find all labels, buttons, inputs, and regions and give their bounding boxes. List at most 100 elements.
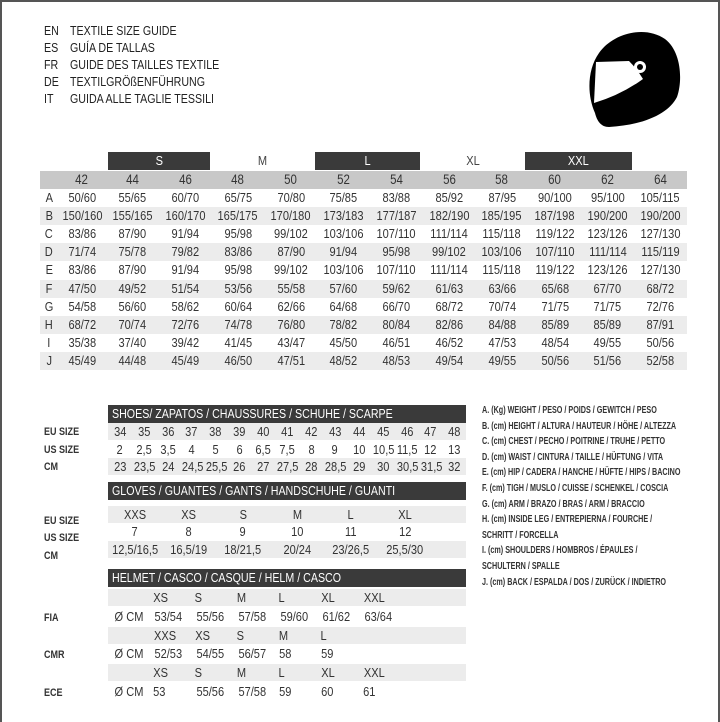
measurement-cell-text: 53/56	[224, 280, 252, 296]
measurement-cell-text: 123/126	[587, 226, 628, 242]
shoe-size-cell-text: 44	[352, 424, 366, 439]
helmet-circumference-text: 59	[279, 683, 292, 699]
row-bg	[108, 664, 466, 681]
shoe-size-cell-text: 43	[328, 424, 342, 439]
glove-row-label-text: EU SIZE	[44, 515, 80, 527]
measurement-cell-text: 87/90	[118, 226, 147, 242]
shoes-title: SHOES/ ZAPATOS / CHAUSSURES / SCHUHE / S…	[108, 405, 466, 423]
legend-item: C. (cm) CHEST / PECHO / POITRINE / TRUHE…	[482, 434, 720, 450]
eu-size-header: 60	[528, 171, 581, 189]
measurement-cell-text: 165/175	[218, 208, 258, 224]
measurement-cell: 119/122	[528, 225, 581, 243]
legend-item-text: G. (cm) ARM / BRAZO / BRAS / ARM / BRACC…	[482, 498, 645, 510]
shoe-size-cell-text: 41	[281, 424, 294, 439]
helmet-circumference: 63/64	[362, 608, 404, 626]
measurement-cell: 84/88	[476, 316, 529, 334]
row-bg	[108, 506, 466, 523]
measurement-cell-text: 83/86	[68, 262, 96, 278]
shoe-row-label-text: EU SIZE	[44, 426, 80, 438]
title-text-text: TEXTILGRÖßENFÜHRUNG	[70, 74, 206, 89]
shoe-size-cell-text: 12	[424, 441, 437, 457]
measurement-cell-text: 49/55	[488, 352, 516, 368]
measurement-cell: 50/60	[58, 189, 106, 207]
helmet-size-label: M	[236, 589, 278, 607]
shoe-size-cell-text: 11,5	[396, 441, 418, 457]
helmet-size-label: XL	[320, 589, 362, 607]
measurement-cell-text: 83/88	[382, 190, 411, 205]
helmet-unit-text: Ø CM	[114, 608, 144, 624]
shoe-size-cell-text: 10,5	[372, 441, 395, 457]
measurement-cell: 49/52	[106, 280, 159, 298]
helmet-size-label-text: M	[236, 665, 247, 680]
measurement-cell: 107/110	[370, 261, 423, 279]
glove-size-cell: 8	[162, 523, 216, 541]
measurement-cell: 87/95	[476, 189, 529, 207]
measurement-cell-text: 68/72	[646, 280, 675, 296]
helmet-circumference-text: 54/55	[196, 646, 225, 661]
measurement-cell-text: 47/50	[68, 280, 96, 296]
measurement-cell: 177/187	[370, 207, 423, 225]
glove-size-cell-text: 18/21,5	[224, 542, 262, 557]
shoe-size-cell-text: 45	[376, 424, 390, 439]
shoe-size-cell: 41	[275, 423, 299, 441]
measurement-cell-text: 85/89	[540, 316, 569, 332]
measurement-cell: 190/200	[581, 207, 634, 225]
measurement-cell-text: 54/58	[68, 298, 96, 314]
measurement-cell-text: 91/94	[171, 262, 200, 278]
helmet-size-label: L	[278, 664, 320, 682]
helmet-standard-label-text: CMR	[44, 649, 65, 661]
helmet-circumference: 53/54	[152, 608, 194, 626]
measurement-cell-text: 39/42	[171, 334, 200, 350]
eu-size-header-text: 44	[126, 172, 139, 187]
measurement-cell-text: 66/70	[382, 298, 411, 314]
helmet-size-label: XS	[194, 627, 236, 645]
shoe-size-cell-text: 39	[233, 424, 246, 439]
shoe-size-cell: 37	[180, 423, 204, 441]
measurement-cell-text: 51/56	[593, 352, 622, 368]
measurement-cell: 39/42	[159, 334, 212, 352]
measurement-cell-text: 99/102	[273, 226, 308, 242]
shoe-size-cell-text: 23	[113, 459, 127, 474]
glove-size-cell-text: 16,5/19	[170, 542, 208, 557]
measurement-cell-text: 74/78	[224, 316, 252, 332]
legend-item-text: D. (cm) WAIST / CINTURA / TAILLE / HÜFTU…	[482, 451, 664, 463]
size-group-m-text: M	[257, 153, 268, 168]
measurement-cell: 55/58	[264, 280, 317, 298]
measurement-cell: 51/54	[159, 280, 212, 298]
measurement-cell: 103/106	[476, 243, 529, 261]
shoe-size-cell-text: 47	[424, 424, 437, 439]
glove-size-cell: 25,5/30	[378, 541, 432, 559]
helmet-size-label-text: XXL	[363, 665, 385, 680]
measurement-cell-text: 57/60	[329, 280, 358, 296]
measurement-cell: 45/49	[159, 352, 212, 370]
measurement-cell-text: 103/106	[482, 244, 522, 260]
measurement-cell-text: 52/58	[646, 352, 675, 368]
measurement-cell: 111/114	[581, 243, 634, 261]
measurement-cell: 82/86	[423, 316, 476, 334]
size-group-xl-text: XL	[465, 153, 480, 168]
shoe-size-cell-text: 31,5	[420, 459, 443, 474]
glove-size-cell: 18/21,5	[216, 541, 270, 559]
helmet-size-label-text: XXL	[363, 590, 385, 605]
helmet-circumference-text: 55/56	[196, 608, 225, 624]
measurement-cell-text: 49/52	[118, 280, 147, 296]
helmet-size-label: XXS	[152, 627, 194, 645]
shoe-size-cell-text: 7,5	[279, 441, 295, 457]
measurement-cell: 48/53	[370, 352, 423, 370]
shoe-size-cell-text: 6,5	[255, 441, 272, 457]
measurement-cell: 155/165	[106, 207, 159, 225]
shoe-size-cell: 30,5	[395, 458, 419, 476]
glove-size-cell-text: 8	[185, 524, 193, 539]
shoe-size-cell: 10	[347, 441, 371, 459]
helmet-circumference: 58	[278, 645, 320, 663]
measurement-cell: 55/65	[106, 189, 159, 207]
legend-item: I. (cm) SHOULDERS / HOMBROS / ÉPAULES /	[482, 543, 698, 559]
row-bg	[108, 589, 466, 606]
helmet-circumference-text: 63/64	[364, 608, 393, 624]
legend-item-text: J. (cm) BACK / ESPALDA / DOS / ZURÜCK / …	[482, 576, 667, 588]
shoe-size-cell-text: 42	[305, 424, 318, 439]
measurement-cell: 87/90	[106, 261, 159, 279]
measurement-cell-text: 170/180	[270, 208, 311, 224]
helmet-circumference: 57/58	[236, 683, 278, 701]
shoe-size-cell: 6	[228, 441, 252, 459]
